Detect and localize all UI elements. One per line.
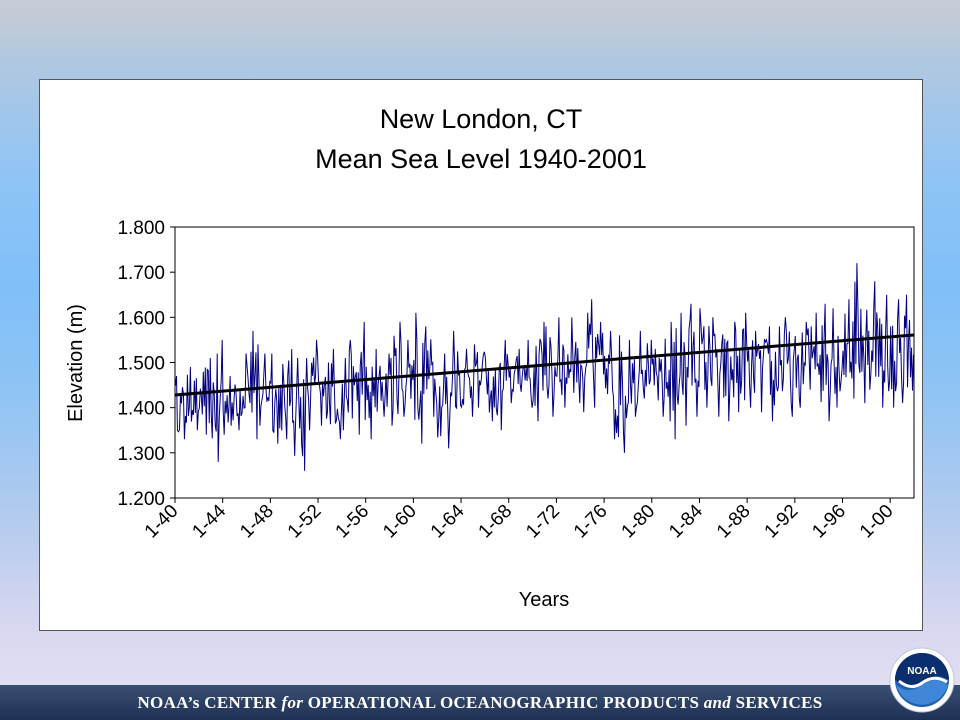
x-tick-label: 1-60: [379, 501, 421, 543]
noaa-logo-label: NOAA: [907, 666, 936, 677]
chart-title-line-1: New London, CT: [380, 104, 583, 134]
y-tick-label: 1.600: [117, 308, 165, 329]
trend-line: [174, 333, 915, 397]
y-tick-label: 1.200: [117, 489, 165, 510]
footer-text-part-1: NOAA’s CENTER: [137, 693, 282, 712]
x-axis-label: Years: [519, 589, 569, 611]
footer-text-part-4: and: [703, 693, 732, 712]
series-layer: [174, 263, 915, 471]
x-tick-label: 1-44: [188, 500, 230, 542]
footer-text-part-2: for: [281, 693, 304, 712]
footer-bar: NOAA’s CENTER for OPERATIONAL OCEANOGRAP…: [0, 685, 960, 720]
y-axis-label: Elevation (m): [65, 304, 87, 422]
footer-text: NOAA’s CENTER for OPERATIONAL OCEANOGRAP…: [0, 685, 960, 720]
noaa-logo-icon: NOAA: [889, 647, 955, 713]
x-tick-label: 1-88: [713, 501, 755, 543]
x-tick-label: 1-80: [618, 501, 660, 543]
x-tick-label: 1-64: [427, 500, 469, 542]
x-tick-label: 1-76: [570, 501, 612, 543]
chart: New London, CT Mean Sea Level 1940-2001 …: [65, 104, 915, 611]
chart-title-line-2: Mean Sea Level 1940-2001: [315, 144, 647, 174]
y-tick-label: 1.500: [117, 354, 165, 375]
x-tick-label: 1-52: [284, 501, 326, 543]
x-tick-label: 1-72: [522, 501, 564, 543]
y-tick-label: 1.400: [117, 399, 165, 420]
x-axis-ticks: 1-40 1-44 1-48 1-52 1-56 1-60 1-64 1-68 1-72 1-76…: [141, 498, 898, 542]
x-tick-label: 1-68: [475, 501, 517, 543]
footer-text-part-3: OPERATIONAL OCEANOGRAPHIC PRODUCTS: [303, 693, 704, 712]
y-tick-label: 1.700: [117, 263, 165, 284]
x-tick-label: 1-92: [761, 501, 803, 543]
y-axis-ticks: 1.800 1.700 1.600 1.500 1.400 1.300 1.200: [117, 218, 175, 510]
x-tick-label: 1-56: [332, 501, 374, 543]
x-tick-label: 1-96: [808, 501, 850, 543]
x-tick-label: 1-84: [665, 500, 707, 542]
footer-text-part-5: SERVICES: [731, 693, 823, 712]
y-tick-label: 1.800: [117, 218, 165, 239]
chart-panel: New London, CT Mean Sea Level 1940-2001 …: [39, 79, 923, 631]
monthly-mean-series-line: [175, 263, 914, 471]
x-tick-label: 1-00: [856, 501, 898, 543]
y-tick-label: 1.300: [117, 444, 165, 465]
x-tick-label: 1-48: [236, 501, 278, 543]
